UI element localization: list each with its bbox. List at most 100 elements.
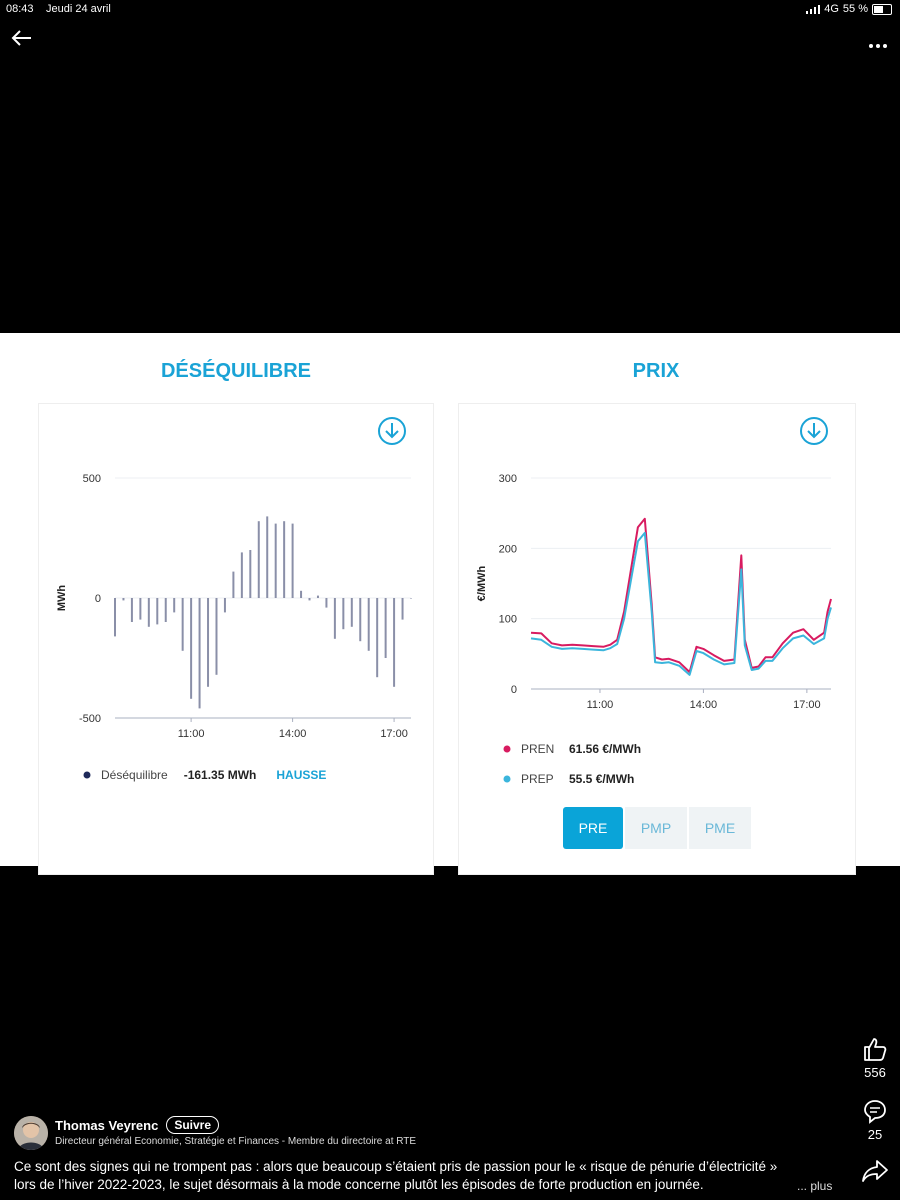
status-bar: 08:43 Jeudi 24 avril 4G 55 % bbox=[0, 0, 900, 18]
desequilibre-legend: Déséquilibre -161.35 MWh HAUSSE bbox=[83, 768, 326, 782]
legend-row-pren: PREN 61.56 €/MWh bbox=[503, 734, 641, 764]
bar bbox=[173, 598, 176, 613]
status-time: 08:43 bbox=[6, 3, 34, 15]
bar bbox=[130, 598, 133, 622]
bar bbox=[342, 598, 345, 630]
battery-icon bbox=[872, 3, 892, 15]
bar bbox=[367, 598, 370, 651]
y-tick-label: 100 bbox=[499, 614, 517, 626]
bar bbox=[333, 598, 336, 639]
bar bbox=[266, 516, 269, 598]
more-button[interactable] bbox=[868, 36, 888, 54]
y-axis-label: €/MWh bbox=[476, 566, 488, 602]
download-icon[interactable] bbox=[377, 416, 407, 446]
bar bbox=[181, 598, 184, 651]
avatar[interactable] bbox=[14, 1116, 48, 1150]
desequilibre-chart: 500 0 -500 11:00 14:00 17:00 MWh bbox=[56, 473, 412, 740]
legend-value: 55.5 €/MWh bbox=[569, 772, 635, 786]
bar bbox=[384, 598, 387, 658]
battery-label: 55 % bbox=[842, 3, 868, 15]
caption-line-1: Ce sont des signes qui ne trompent pas :… bbox=[14, 1159, 778, 1174]
author-title: Directeur général Economie, Stratégie et… bbox=[55, 1136, 417, 1147]
bar bbox=[198, 598, 201, 709]
legend-dot bbox=[503, 775, 511, 783]
bar bbox=[215, 598, 218, 675]
avatar-image bbox=[14, 1116, 48, 1150]
bar bbox=[190, 598, 193, 699]
bar bbox=[139, 598, 142, 620]
bar bbox=[401, 598, 404, 620]
tab-pme[interactable]: PME bbox=[689, 807, 751, 849]
bar bbox=[283, 521, 286, 598]
bar bbox=[393, 598, 396, 687]
legend-value: 61.56 €/MWh bbox=[569, 742, 642, 756]
signal-icon bbox=[806, 4, 821, 14]
bar bbox=[223, 598, 226, 613]
prix-legend: PREN 61.56 €/MWh PREP 55.5 €/MWh bbox=[503, 734, 641, 794]
x-tick-label: 14:00 bbox=[690, 699, 718, 711]
download-icon[interactable] bbox=[799, 416, 829, 446]
thumbs-up-icon bbox=[864, 1038, 887, 1061]
follow-button[interactable]: Suivre bbox=[166, 1116, 220, 1134]
legend-label: PREN bbox=[521, 742, 555, 756]
bar bbox=[308, 598, 311, 601]
bar bbox=[207, 598, 210, 687]
legend-label: PREP bbox=[521, 772, 554, 786]
bar bbox=[410, 598, 412, 599]
back-button[interactable] bbox=[10, 28, 32, 53]
x-tick-label: 11:00 bbox=[178, 728, 205, 740]
bar bbox=[291, 523, 294, 598]
x-tick-label: 14:00 bbox=[279, 728, 307, 740]
bar bbox=[300, 590, 303, 598]
more-dots-icon bbox=[869, 44, 887, 48]
author-name[interactable]: Thomas Veyrenc bbox=[55, 1117, 159, 1133]
bar bbox=[376, 598, 379, 678]
y-tick-label: 200 bbox=[499, 543, 517, 555]
x-tick-label: 17:00 bbox=[380, 728, 408, 740]
y-tick-label: 0 bbox=[95, 593, 101, 605]
legend-status: HAUSSE bbox=[276, 768, 327, 782]
see-more-link[interactable]: ... plus bbox=[797, 1179, 833, 1193]
status-right: 4G 55 % bbox=[806, 3, 892, 15]
post-caption[interactable]: Ce sont des signes qui ne trompent pas :… bbox=[14, 1158, 844, 1194]
bar bbox=[325, 598, 328, 608]
y-tick-label: -500 bbox=[79, 713, 101, 725]
like-count: 556 bbox=[864, 1065, 886, 1080]
comment-button[interactable]: 25 bbox=[855, 1098, 895, 1142]
bar bbox=[240, 552, 243, 598]
bar bbox=[257, 521, 260, 598]
bar bbox=[156, 598, 159, 625]
bar bbox=[122, 598, 125, 601]
series-line-prep bbox=[530, 531, 832, 676]
share-button[interactable] bbox=[855, 1158, 895, 1187]
like-button[interactable]: 556 bbox=[855, 1036, 895, 1080]
prix-title: PRIX bbox=[632, 360, 680, 382]
desequilibre-title: DÉSÉQUILIBRE bbox=[160, 360, 312, 382]
bar bbox=[316, 595, 319, 598]
legend-label: Déséquilibre bbox=[101, 768, 168, 782]
y-axis-label: MWh bbox=[56, 585, 68, 612]
tab-pmp[interactable]: PMP bbox=[625, 807, 687, 849]
desequilibre-card: 500 0 -500 11:00 14:00 17:00 MWh Déséquilibre … bbox=[38, 403, 434, 875]
series-line-pren bbox=[530, 517, 832, 674]
bar bbox=[249, 550, 252, 598]
post-image: DÉSÉQUILIBRE PRIX 500 0 -500 11:00 14:00 17:0… bbox=[0, 333, 900, 875]
bar bbox=[350, 598, 353, 627]
bar bbox=[164, 598, 167, 622]
bar bbox=[274, 523, 277, 598]
tab-pre[interactable]: PRE bbox=[563, 807, 623, 849]
comment-icon bbox=[864, 1100, 886, 1124]
y-tick-label: 300 bbox=[499, 473, 517, 485]
y-tick-label: 500 bbox=[83, 473, 101, 485]
x-tick-label: 17:00 bbox=[793, 699, 821, 711]
status-date: Jeudi 24 avril bbox=[46, 3, 111, 15]
bar bbox=[147, 598, 150, 627]
y-tick-label: 0 bbox=[511, 684, 517, 696]
share-icon bbox=[862, 1160, 888, 1182]
legend-dot bbox=[503, 745, 511, 753]
network-label: 4G bbox=[824, 3, 839, 15]
arrow-left-icon bbox=[11, 30, 31, 46]
price-tabs: PRE PMP PME bbox=[563, 807, 751, 849]
author-row: Thomas Veyrenc Suivre bbox=[55, 1116, 220, 1134]
bar bbox=[359, 598, 362, 642]
